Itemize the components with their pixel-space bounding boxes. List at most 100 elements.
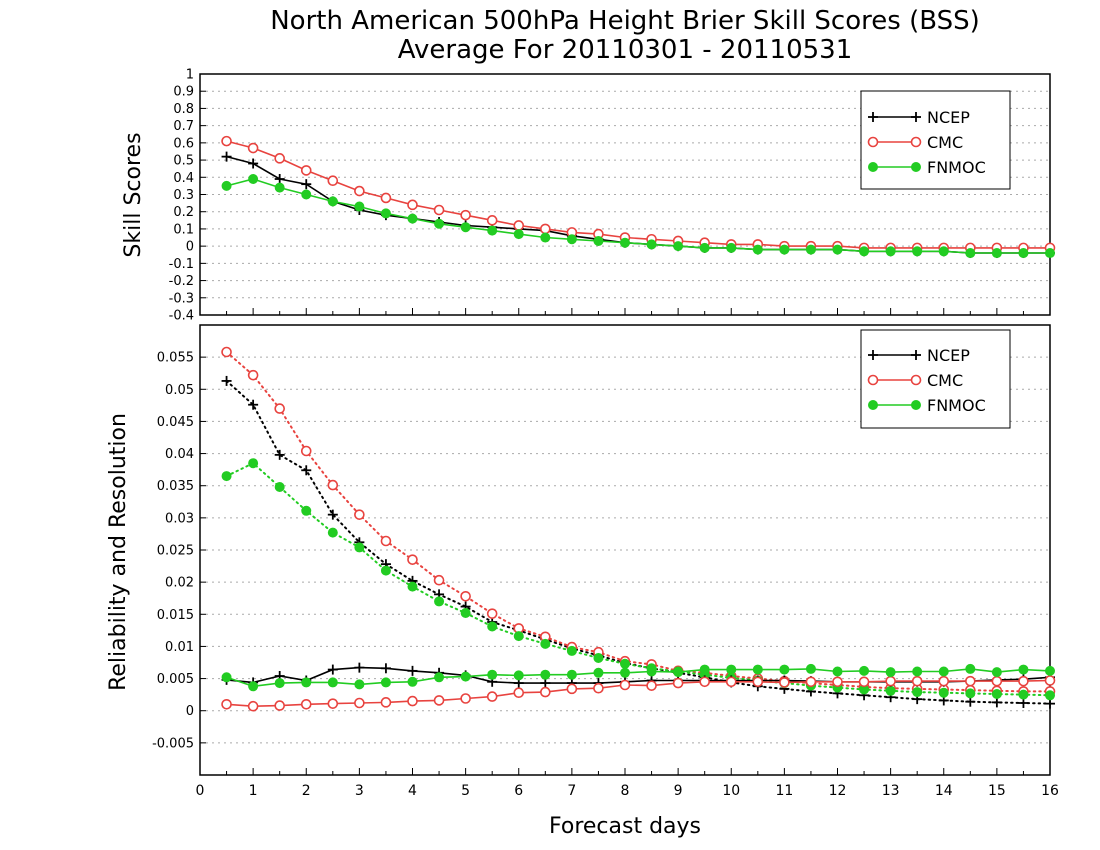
skill-scores-y-label: Skill Scores [121,132,146,257]
point-fnmoc-marker [593,667,604,678]
legend-label: NCEP [927,346,970,365]
point-fnmoc-marker [301,189,312,200]
point-cmc-marker [354,697,365,709]
point-fnmoc-marker [221,672,232,683]
point-fnmoc-marker [912,246,923,257]
point-fnmoc-marker [620,667,630,678]
series-line-fnmoc [226,178,1050,254]
point-fnmoc-marker [460,671,471,682]
point-cmc-marker [433,574,445,586]
point-fnmoc-marker [487,621,498,632]
skill-scores-y-ticks: -0.4 -0.3 -0.2 -0.1 0 0.1 0.2 0.3 0.4 0.5 0.6 0.7 0.… [169,68,206,324]
point-fnmoc-marker [248,458,259,469]
y-tick-label: -0.005 [152,736,194,751]
point-cmc-marker [354,185,365,197]
y-tick-label: 0.8 [173,102,194,117]
y-tick-label: 0.05 [165,383,194,398]
legend-marker [911,400,921,410]
point-fnmoc-marker [407,676,418,687]
point-fnmoc-marker [407,581,418,592]
point-cmc-marker [832,676,843,688]
legend-entry-ncep: NCEP [868,346,970,365]
legend-box [860,90,1011,190]
legend-marker [868,162,878,172]
point-fnmoc-marker [832,244,843,255]
point-fnmoc-marker [938,666,949,677]
point-cmc-marker [300,445,312,457]
series-line-fnmoc [226,668,1051,688]
point-cmc-marker [221,135,232,147]
x-tick-label: 13 [882,783,900,799]
point-fnmoc-marker [566,234,577,245]
point-fnmoc-marker [1018,248,1029,259]
y-tick-label: 0.015 [157,608,194,623]
y-tick-label: 0.5 [173,154,194,169]
point-fnmoc-marker [434,218,445,229]
point-fnmoc-marker [593,653,604,663]
point-fnmoc-marker [248,174,259,185]
legend-label: CMC [927,371,963,390]
point-fnmoc-marker [673,667,684,678]
point-cmc-marker [327,479,339,491]
point-fnmoc-marker [301,505,312,516]
point-fnmoc-marker [832,666,843,677]
x-tick-label: 14 [935,783,953,799]
legend-entry-fnmoc: FNMOC [868,158,986,177]
point-cmc-marker [752,676,764,688]
point-cmc-marker [885,675,896,687]
reliability-resolution-y-ticks: -0.005 0 0.005 0.01 0.015 0.02 0.025 0.03 0.035 0… [152,351,206,751]
point-cmc-marker [407,695,418,707]
point-cmc-marker [619,679,631,691]
point-fnmoc-marker [460,608,471,618]
y-tick-label: -0.4 [169,309,194,324]
y-tick-label: 0.6 [173,136,194,151]
point-fnmoc-marker [991,689,1002,699]
y-tick-label: 0.005 [157,672,194,687]
point-fnmoc-marker [540,669,551,680]
point-cmc-marker [433,695,445,706]
legend-label: CMC [927,133,963,152]
point-fnmoc-marker [380,565,391,576]
point-fnmoc-marker [912,687,923,698]
x-tick-label: 16 [1041,783,1059,799]
point-fnmoc-marker [646,239,657,250]
legend-box [860,329,1011,429]
legend-label: FNMOC [927,396,986,415]
point-cmc-marker [672,677,684,689]
point-cmc-marker [274,153,285,164]
point-cmc-marker [779,677,790,688]
point-fnmoc-marker [1045,665,1055,676]
point-fnmoc-marker [965,688,976,699]
point-fnmoc-marker [1045,690,1055,701]
point-fnmoc-marker [487,669,498,680]
point-fnmoc-marker [805,663,816,674]
skill-scores-panel: -0.4 -0.3 -0.2 -0.1 0 0.1 0.2 0.3 0.4 0.5 0.6 0.7 0.… [121,68,1056,324]
point-fnmoc-marker [1045,248,1055,259]
x-tick-label: 9 [674,783,683,799]
point-cmc-marker [221,346,232,358]
point-fnmoc-marker [938,246,949,257]
x-tick-label: 1 [249,783,258,799]
x-tick-label: 15 [988,783,1006,799]
point-cmc-marker [354,509,365,520]
x-tick-label: 5 [461,783,470,799]
point-fnmoc-marker [593,235,604,246]
point-cmc-marker [433,204,445,216]
point-cmc-marker [407,554,418,565]
point-fnmoc-marker [859,246,870,257]
y-tick-label: 0.9 [173,85,194,100]
series-fnmoc-dotted [221,458,1055,701]
point-fnmoc-marker [327,527,338,538]
point-fnmoc-marker [327,196,338,207]
point-fnmoc-marker [699,242,710,253]
point-fnmoc-marker [380,677,391,688]
point-cmc-marker [805,676,817,688]
point-cmc-marker [327,175,339,187]
point-cmc-marker [593,682,604,694]
point-fnmoc-marker [885,685,896,696]
skill-scores-series [221,135,1056,259]
point-fnmoc-marker [620,237,630,248]
point-fnmoc-marker [752,664,763,675]
point-fnmoc-marker [726,664,737,675]
forecast-days-x-ticks: 0 1 2 3 4 5 6 7 8 9 10 11 12 13 14 15 16 [196,783,1059,799]
